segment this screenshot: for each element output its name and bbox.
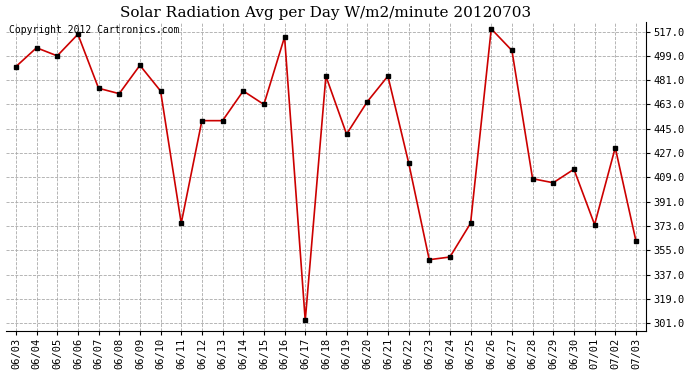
Text: Copyright 2012 Cartronics.com: Copyright 2012 Cartronics.com [9,25,179,35]
Title: Solar Radiation Avg per Day W/m2/minute 20120703: Solar Radiation Avg per Day W/m2/minute … [120,6,531,20]
